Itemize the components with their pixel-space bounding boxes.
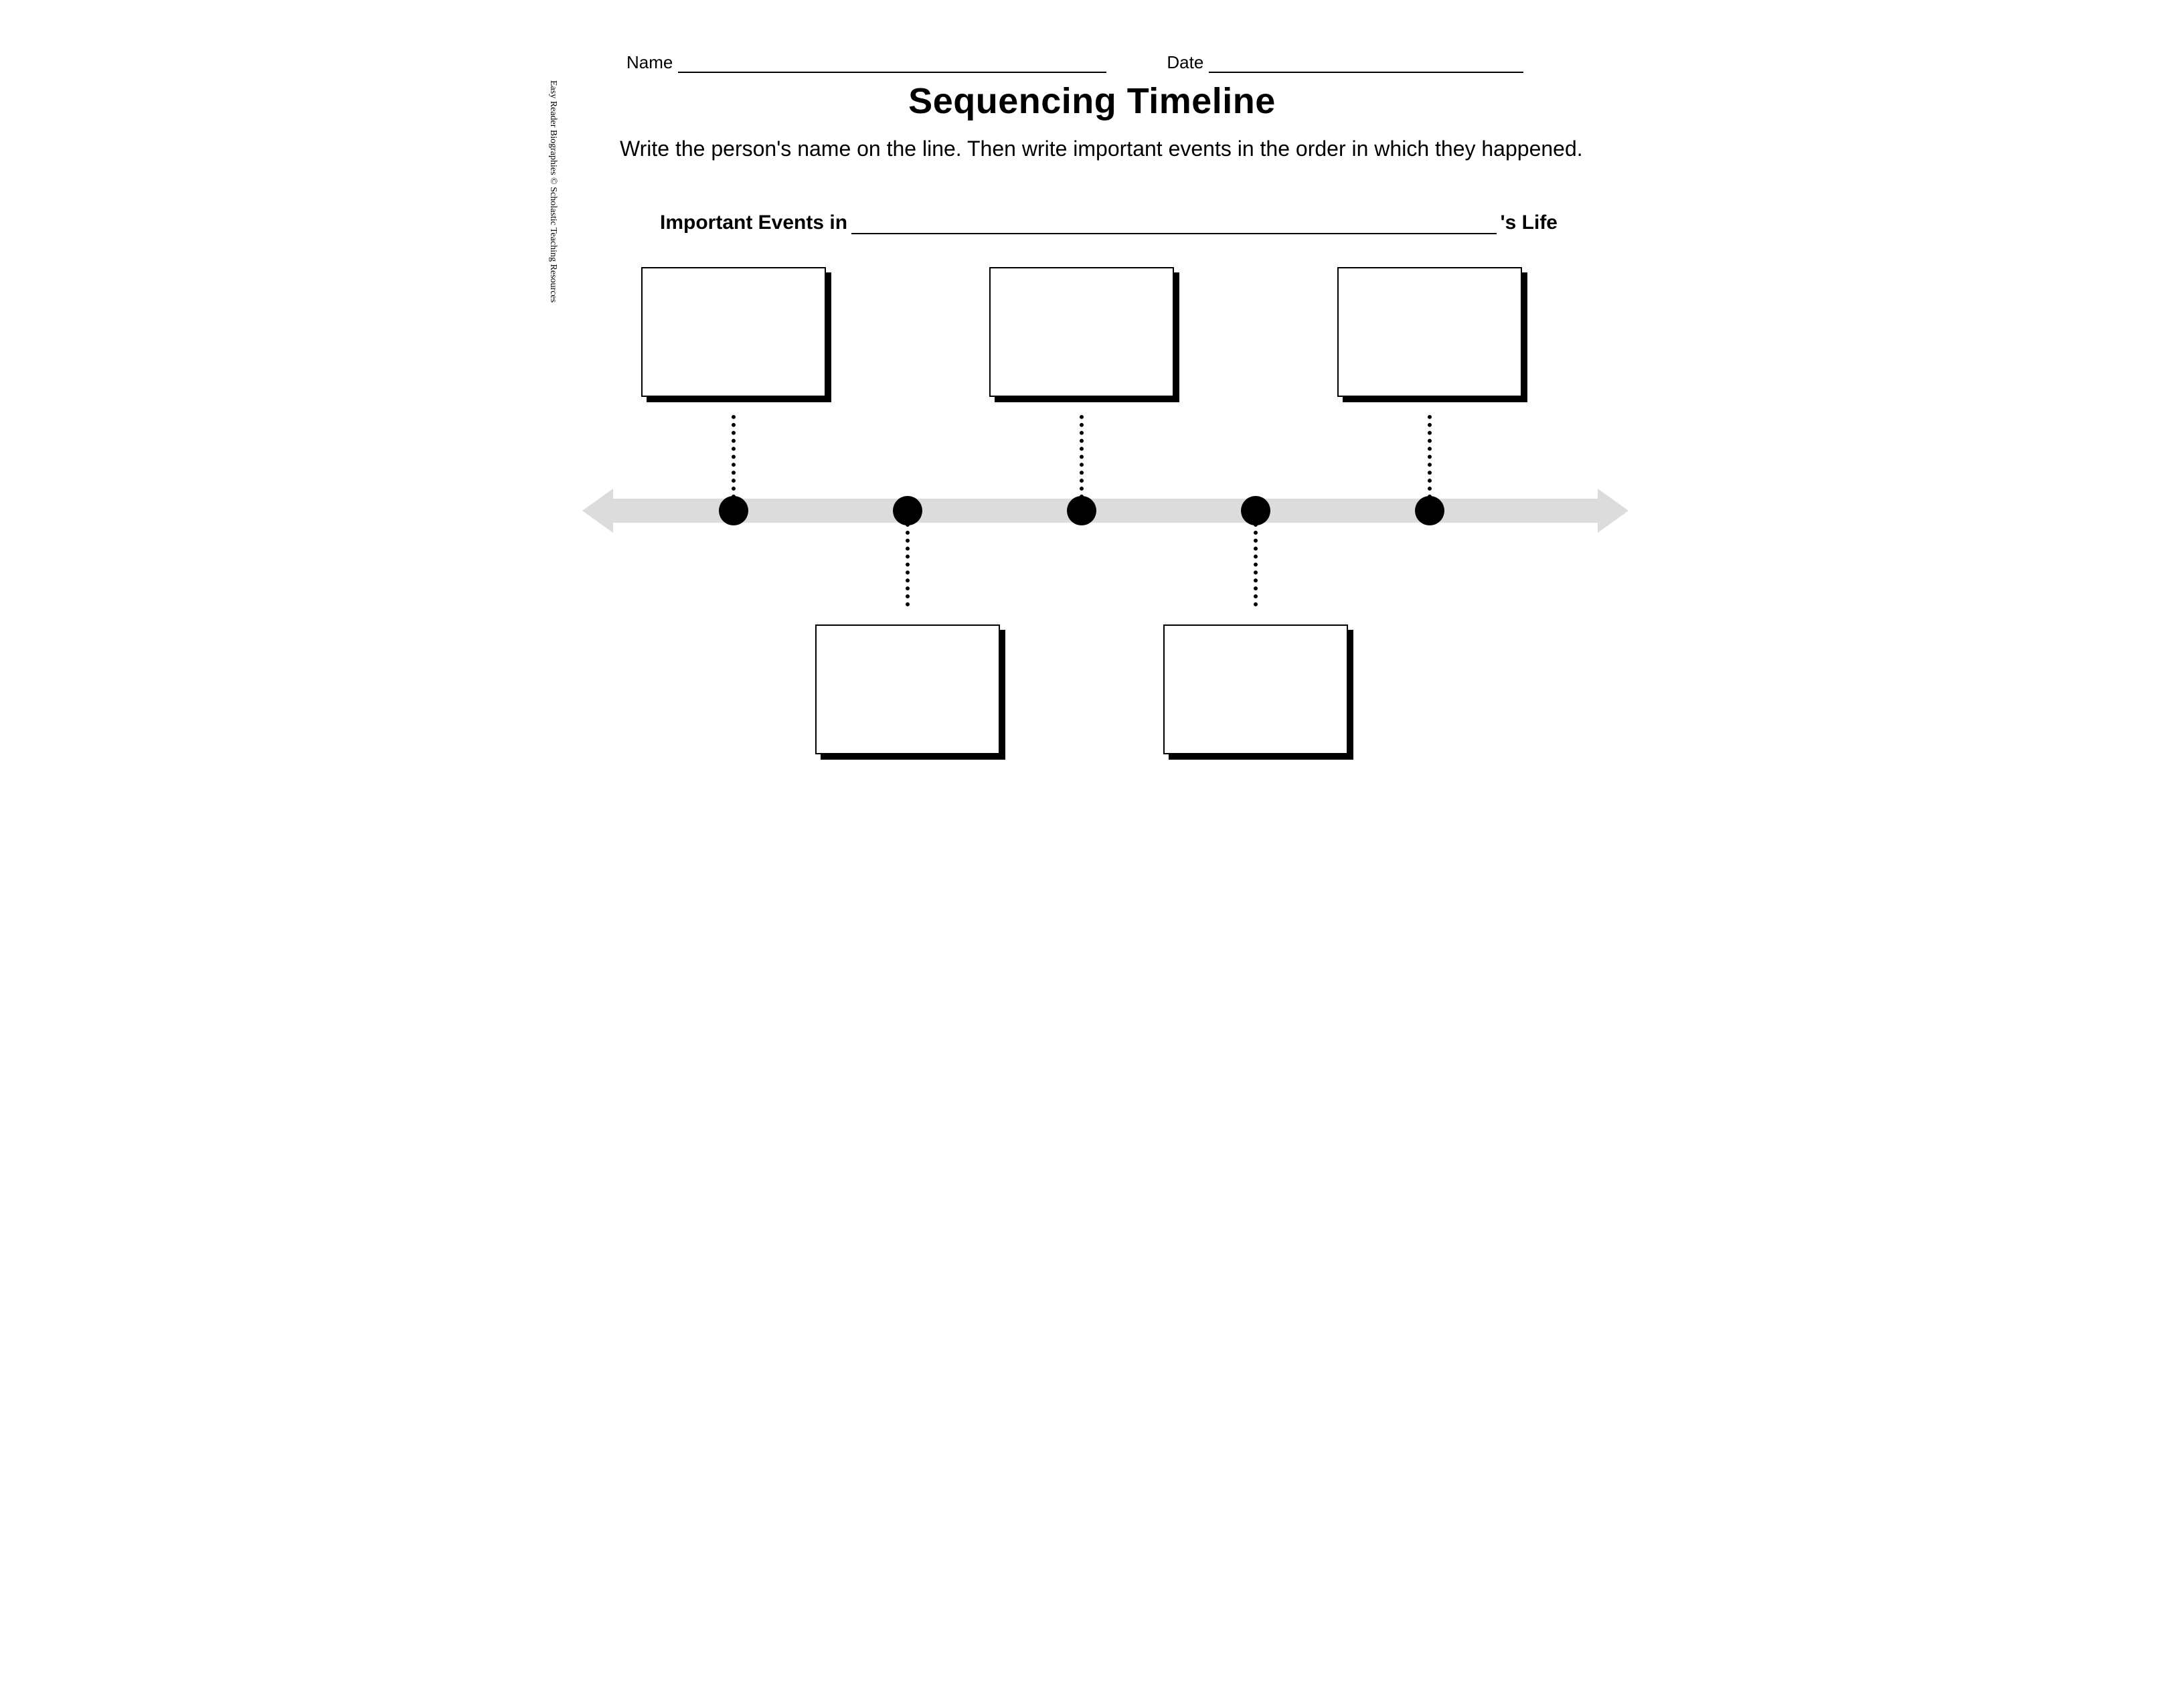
- subtitle-suffix: 's Life: [1501, 212, 1558, 234]
- timeline-connector: [1080, 415, 1084, 499]
- timeline-connector: [732, 415, 736, 499]
- name-input-line[interactable]: [678, 60, 1106, 73]
- date-input-line[interactable]: [1209, 60, 1523, 73]
- event-box[interactable]: [989, 267, 1174, 397]
- timeline-node: [893, 496, 922, 525]
- timeline-node: [1415, 496, 1444, 525]
- timeline-connector: [1428, 415, 1432, 499]
- page-title: Sequencing Timeline: [546, 80, 1638, 122]
- event-box[interactable]: [1163, 624, 1348, 754]
- date-label: Date: [1167, 52, 1203, 73]
- timeline-axis: [613, 499, 1598, 523]
- event-box[interactable]: [641, 267, 826, 397]
- person-name-input-line[interactable]: [851, 218, 1496, 234]
- timeline-node: [1241, 496, 1270, 525]
- timeline-arrow-right: [1598, 489, 1628, 533]
- header-row: Name Date: [626, 52, 1591, 73]
- timeline-node: [719, 496, 748, 525]
- subtitle-row: Important Events in 's Life: [660, 212, 1558, 234]
- timeline-arrow-left: [582, 489, 613, 533]
- event-box[interactable]: [1337, 267, 1522, 397]
- subtitle-prefix: Important Events in: [660, 212, 847, 234]
- instructions-text: Write the person's name on the line. The…: [620, 134, 1591, 164]
- name-label: Name: [626, 52, 673, 73]
- timeline-connector: [906, 523, 910, 606]
- timeline-diagram: [613, 254, 1598, 801]
- timeline-connector: [1254, 523, 1258, 606]
- timeline-node: [1067, 496, 1096, 525]
- event-box[interactable]: [815, 624, 1000, 754]
